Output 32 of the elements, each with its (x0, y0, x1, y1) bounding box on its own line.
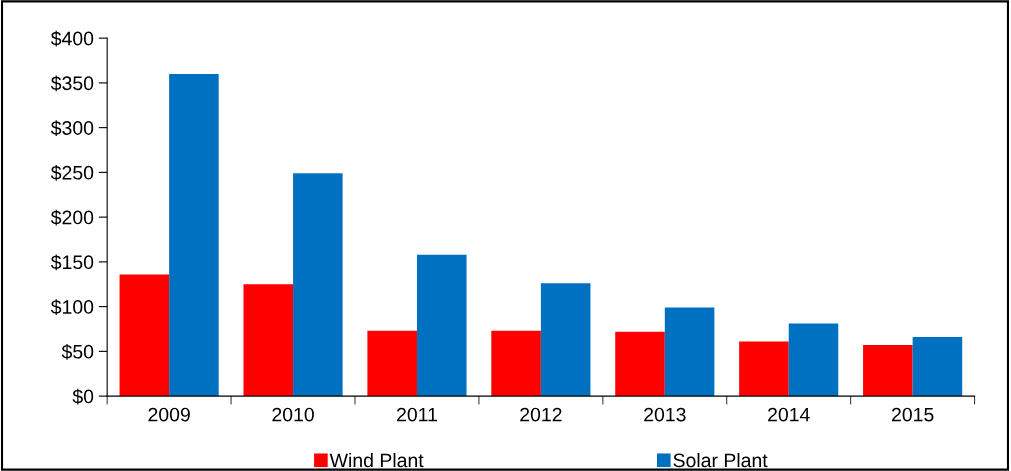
bar (243, 284, 294, 397)
bar (119, 274, 170, 397)
bar (615, 331, 665, 397)
x-tick-label: 2013 (644, 407, 686, 422)
x-tick-label: 2011 (397, 407, 437, 422)
legend-label: Solar Plant (673, 452, 768, 468)
y-tick-label: $200 (50, 209, 94, 226)
bar (739, 341, 789, 397)
y-tick-label: $0 (72, 388, 94, 405)
x-tick-label: 2012 (520, 407, 562, 422)
legend-label: Wind Plant (329, 452, 424, 468)
x-tick-label: 2009 (148, 407, 190, 422)
bar (912, 337, 963, 397)
bar (416, 254, 467, 397)
bar (367, 330, 417, 397)
bar (664, 307, 715, 397)
y-tick-label: $50 (61, 344, 94, 360)
x-tick-label: 2015 (892, 407, 934, 422)
bar (169, 73, 219, 397)
x-tick-label: 2010 (272, 407, 314, 422)
y-tick-label: $250 (50, 165, 94, 181)
x-tick-label: 2014 (768, 407, 810, 422)
bar (540, 283, 591, 397)
y-tick-label: $150 (50, 254, 94, 271)
bar (863, 345, 913, 397)
y-tick-label: $100 (50, 299, 94, 316)
y-tick-label: $400 (50, 30, 94, 47)
bar (293, 173, 343, 397)
y-tick-label: $300 (50, 120, 94, 137)
y-tick-label: $350 (50, 75, 94, 92)
bar (788, 323, 839, 397)
bar (491, 330, 541, 397)
